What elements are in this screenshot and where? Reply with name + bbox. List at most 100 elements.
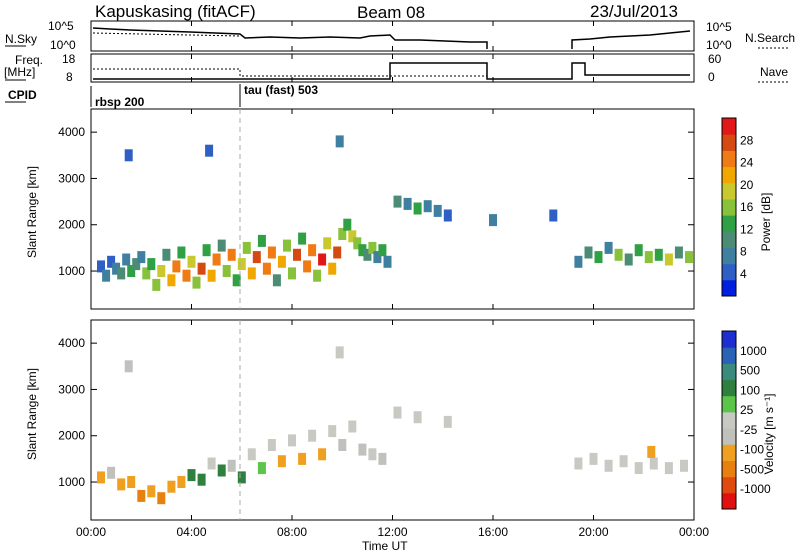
power-cell xyxy=(97,260,105,273)
cbar-velocity-tick-label: 1000 xyxy=(740,344,767,358)
axes-group: 1000 2000 3000 4000 1000 2000 3000 4000 00:00 04:… xyxy=(58,21,709,539)
freq-label: Freq. xyxy=(15,53,44,67)
power-cell xyxy=(222,265,231,277)
power-cell xyxy=(674,246,683,259)
cbar-velocity-swatch xyxy=(722,331,736,348)
cbar-power-tick-label: 28 xyxy=(740,133,754,147)
xtick-label: 16:00 xyxy=(478,525,508,539)
power-cell xyxy=(303,260,312,273)
cbar-velocity-tick-label: -100 xyxy=(740,443,764,457)
cbar-velocity-swatch xyxy=(722,379,736,397)
power-cell xyxy=(335,135,344,148)
nave-tick-bottom: 0 xyxy=(708,70,715,84)
cbar-velocity-swatch xyxy=(722,460,736,478)
power-cell xyxy=(162,248,171,261)
xtick-label: 04:00 xyxy=(176,525,206,539)
velocity-cell xyxy=(207,457,216,470)
power-cell xyxy=(177,246,186,259)
power-cell xyxy=(584,246,593,259)
power-cell xyxy=(298,232,307,245)
velocity-colorbar: 1000 500 100 25 -25 -100 -500 -1000 xyxy=(721,330,771,510)
cbar-power-tick-label: 8 xyxy=(740,245,747,259)
cpid-segment-1: rbsp 200 xyxy=(95,95,145,109)
power-cell xyxy=(343,218,352,231)
velocity-cell xyxy=(147,485,156,498)
velocity-cell xyxy=(328,425,337,438)
power-cell xyxy=(323,237,332,250)
power-cell xyxy=(102,269,111,282)
power-cell xyxy=(197,262,206,275)
nave-trace xyxy=(93,68,487,77)
power-cell xyxy=(383,255,392,268)
power-cell xyxy=(433,204,442,217)
power-cell xyxy=(192,276,201,289)
xtick-label: 00:00 xyxy=(76,525,106,539)
power-cell xyxy=(237,258,246,271)
cbar-velocity-swatch xyxy=(722,347,736,364)
date-label: 23/Jul/2013 xyxy=(590,2,678,21)
velocity-panel xyxy=(97,346,688,505)
cbar-velocity-tick-label: 100 xyxy=(740,383,760,397)
cbar-velocity-tick-label: -1000 xyxy=(740,482,771,496)
power-cell xyxy=(685,251,693,264)
cbar-power-tick-label: 20 xyxy=(740,178,754,192)
velocity-cell xyxy=(348,420,357,433)
cbar-power-swatch xyxy=(722,134,736,151)
power-cell xyxy=(137,251,146,264)
cbar-power-tick-label: 12 xyxy=(740,222,754,236)
power-ytick-label: 1000 xyxy=(58,264,85,278)
velocity-cell xyxy=(257,462,266,475)
power-cell xyxy=(368,241,377,254)
nsearch-tick-bottom: 10^0 xyxy=(706,38,732,52)
power-cell xyxy=(262,262,271,275)
velocity-cell xyxy=(167,480,176,493)
power-cell xyxy=(124,149,133,162)
power-cell xyxy=(242,241,251,254)
velocity-cell xyxy=(247,448,256,461)
power-cell xyxy=(363,248,372,261)
power-cell xyxy=(122,253,131,266)
velocity-cell xyxy=(277,455,286,468)
power-cell xyxy=(252,251,261,264)
velocity-cell xyxy=(413,411,422,424)
power-cell xyxy=(308,244,317,257)
velocity-cell xyxy=(308,429,317,442)
power-cell xyxy=(152,278,161,291)
power-cell xyxy=(187,255,196,268)
cbar-velocity-swatch xyxy=(722,363,736,381)
power-ytick-label: 3000 xyxy=(58,171,85,185)
beam-label: Beam 08 xyxy=(357,3,426,22)
power-cell xyxy=(205,144,214,157)
power-cell xyxy=(338,228,347,240)
power-cell xyxy=(614,248,623,261)
cbar-power-swatch xyxy=(722,166,736,184)
freq-trace xyxy=(93,62,690,80)
power-cell xyxy=(227,248,236,261)
velocity-cell xyxy=(197,473,206,486)
velocity-cell xyxy=(680,459,688,472)
xtick-label: 20:00 xyxy=(578,525,608,539)
power-cell xyxy=(413,202,422,215)
velocity-cell xyxy=(649,457,658,470)
velocity-cell xyxy=(574,457,583,470)
velocity-cell xyxy=(117,478,126,491)
power-cell xyxy=(604,241,613,254)
nsky-trace-2 xyxy=(571,30,691,49)
power-cell xyxy=(313,269,322,282)
velocity-cell xyxy=(107,466,116,479)
cbar-power-swatch xyxy=(722,279,736,297)
power-cell xyxy=(328,262,337,275)
power-ytick-label: 2000 xyxy=(58,218,85,232)
velocity-cell xyxy=(619,455,628,468)
velocity-cell xyxy=(177,476,186,488)
velocity-panel-frame xyxy=(90,319,695,521)
power-cell xyxy=(277,255,286,268)
xtick-label: 00:00 xyxy=(679,525,709,539)
freq-tick-bottom: 8 xyxy=(66,70,73,84)
velocity-cell xyxy=(97,471,105,484)
cbar-velocity-tick-label: -500 xyxy=(740,462,764,476)
cbar-power-swatch xyxy=(722,247,736,265)
cbar-velocity-tick-label: -25 xyxy=(740,423,758,437)
power-cell xyxy=(333,246,342,259)
velocity-cell xyxy=(267,439,276,451)
